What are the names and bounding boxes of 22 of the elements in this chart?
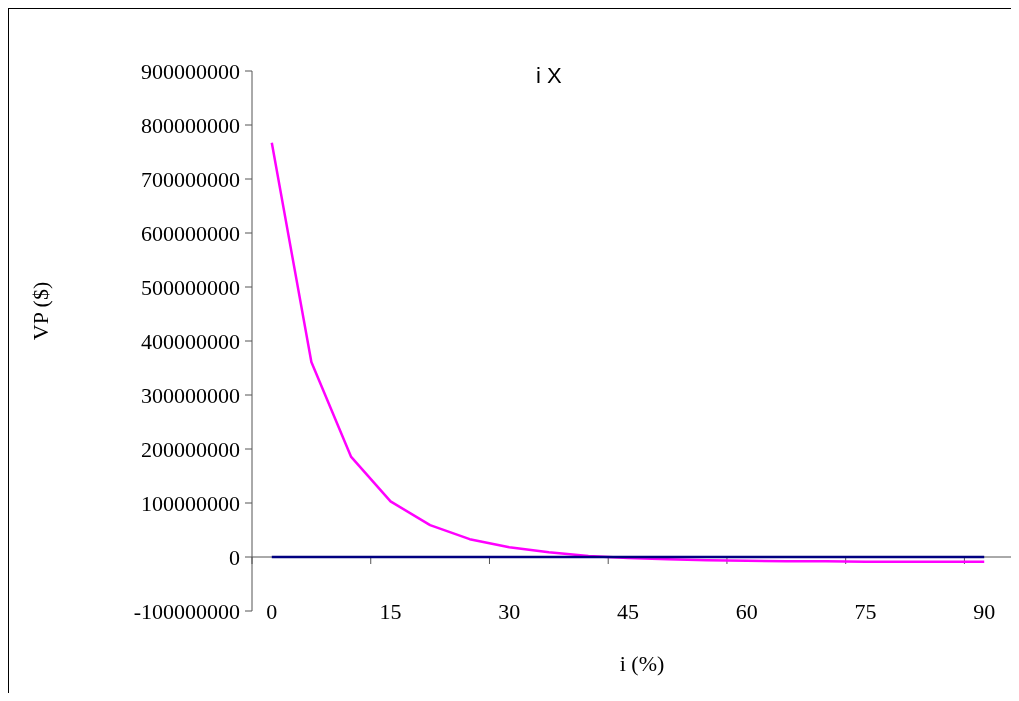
y-tick-label: 500000000 bbox=[141, 274, 240, 300]
x-tick-label: 45 bbox=[617, 598, 639, 624]
chart-title: i X bbox=[536, 63, 562, 88]
x-axis-title: i (%) bbox=[619, 651, 665, 676]
x-tick-label: 90 bbox=[973, 598, 996, 624]
y-tick-label: 0 bbox=[229, 544, 240, 570]
x-tick-label: 30 bbox=[498, 598, 521, 624]
y-tick-label: 900000000 bbox=[141, 58, 240, 84]
y-tick-label: 700000000 bbox=[141, 166, 240, 192]
y-tick-label: 600000000 bbox=[141, 220, 240, 246]
y-tick-label: 800000000 bbox=[141, 112, 240, 138]
y-tick-label: 100000000 bbox=[141, 490, 240, 516]
x-tick-label: 0 bbox=[266, 598, 278, 624]
y-tick-label: -100000000 bbox=[133, 598, 240, 624]
y-tick-label: 200000000 bbox=[141, 436, 240, 462]
y-tick-label: 400000000 bbox=[141, 328, 240, 354]
x-tick-label: 15 bbox=[379, 598, 402, 624]
x-tick-label: 75 bbox=[854, 598, 877, 624]
y-axis-title: VP ($) bbox=[28, 281, 53, 341]
line-series bbox=[270, 141, 986, 564]
y-tick-label: 300000000 bbox=[141, 382, 240, 408]
x-tick-label: 60 bbox=[735, 598, 758, 624]
